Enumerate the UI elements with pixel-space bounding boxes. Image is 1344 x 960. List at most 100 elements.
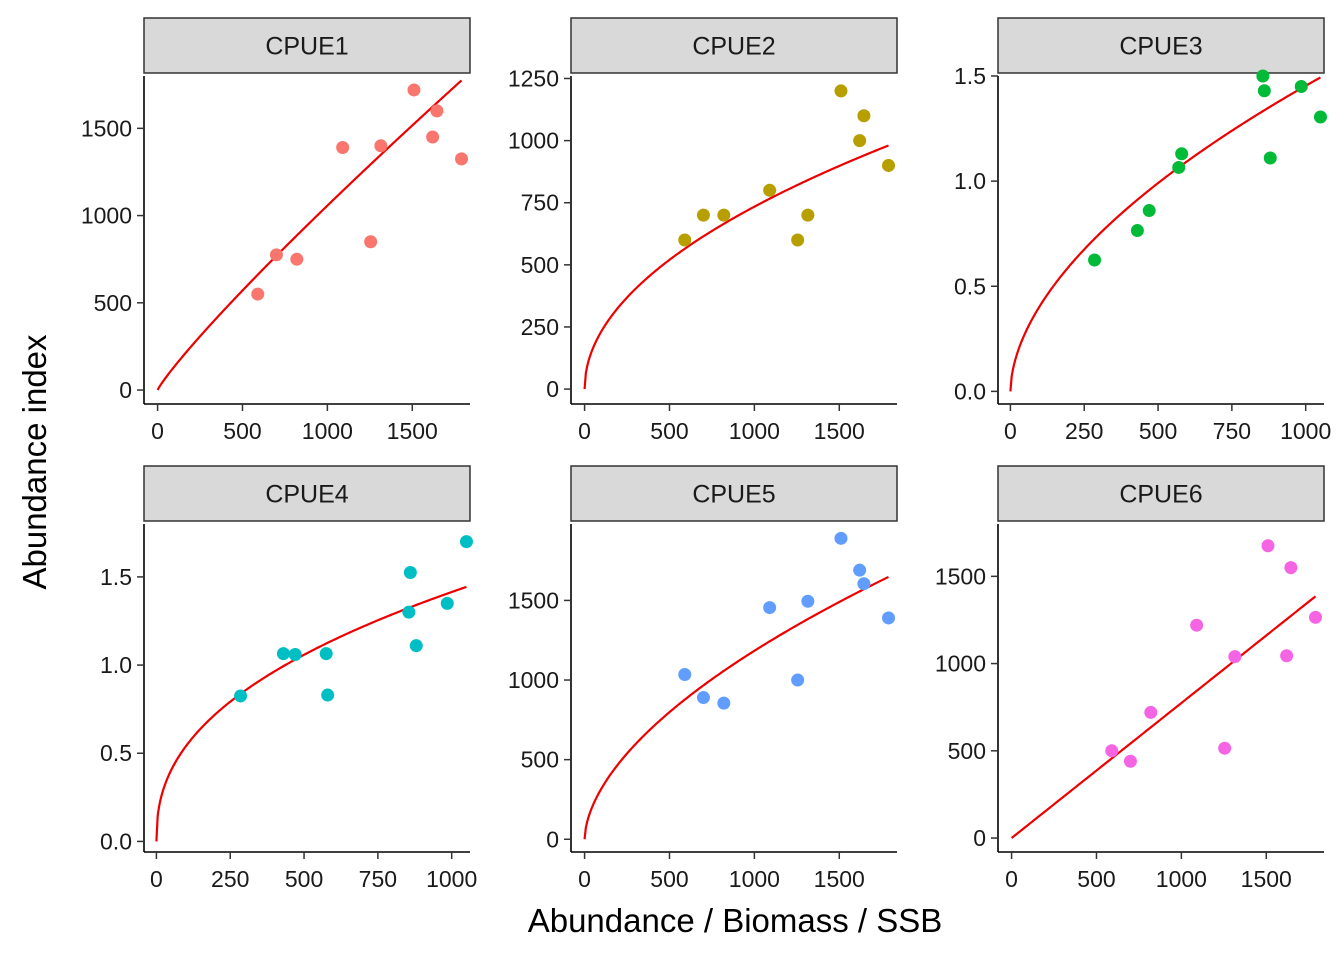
x-tick-label-cpue1: 0: [151, 418, 164, 444]
y-tick-label-cpue2: 250: [521, 314, 559, 340]
data-point-cpue1-8: [426, 130, 440, 144]
y-tick-label-cpue5: 0: [546, 826, 559, 852]
y-tick-label-cpue5: 1500: [508, 587, 559, 613]
data-point-cpue3-1: [1088, 253, 1102, 267]
x-tick-label-cpue2: 0: [578, 418, 591, 444]
fit-line-cpue5: [583, 575, 889, 840]
data-point-cpue2-7: [834, 84, 848, 98]
data-point-cpue5-6: [801, 594, 815, 608]
data-point-cpue4-5: [321, 688, 335, 702]
fit-line-cpue6: [1010, 595, 1317, 839]
facet-panels: CPUE1 0 500 1000 1500 0 500 1000 1500 CPUE2 0 500 10…: [81, 17, 1331, 892]
y-tick-label-cpue6: 500: [948, 738, 986, 764]
data-point-cpue3-2: [1130, 224, 1144, 238]
strip-cpue3: [997, 17, 1325, 74]
data-point-cpue4-3: [288, 647, 302, 661]
y-tick-label-cpue1: 1500: [81, 115, 132, 141]
x-tick-label-cpue4: 750: [359, 866, 397, 892]
x-tick-label-cpue1: 1500: [387, 418, 438, 444]
y-tick-label-cpue2: 1000: [508, 128, 559, 154]
data-point-cpue6-5: [1218, 741, 1232, 755]
data-point-cpue2-10: [882, 158, 896, 172]
x-tick-label-cpue1: 1000: [302, 418, 353, 444]
fit-line-cpue4: [155, 585, 467, 842]
strip-label-cpue5: CPUE5: [692, 481, 775, 509]
data-point-cpue2-1: [678, 233, 692, 247]
data-point-cpue4-1: [234, 689, 248, 703]
data-point-cpue3-10: [1313, 110, 1327, 124]
data-point-cpue1-10: [455, 152, 469, 166]
data-point-cpue4-10: [459, 535, 473, 549]
y-tick-label-cpue4: 1.0: [100, 652, 132, 678]
x-tick-label-cpue6: 1500: [1241, 866, 1292, 892]
data-point-cpue4-4: [319, 647, 333, 661]
panel-cpue4: CPUE4 0 250 500 750 1000 0.0 0.5 1.0 1.5: [100, 465, 477, 892]
x-tick-label-cpue3: 0: [1004, 418, 1017, 444]
x-tick-label-cpue6: 0: [1005, 866, 1018, 892]
data-point-cpue3-7: [1257, 84, 1271, 98]
data-point-cpue1-3: [290, 252, 304, 266]
data-point-cpue4-2: [276, 647, 290, 661]
x-tick-label-cpue3: 250: [1065, 418, 1103, 444]
data-point-cpue5-9: [857, 577, 871, 591]
y-tick-label-cpue2: 750: [521, 190, 559, 216]
y-tick-label-cpue3: 0.5: [954, 273, 986, 299]
strip-label-cpue3: CPUE3: [1119, 33, 1202, 61]
strip-label-cpue6: CPUE6: [1119, 481, 1202, 509]
data-point-cpue5-2: [696, 691, 710, 705]
panel-cpue2: CPUE2 0 500 1000 1500 0 250 500 750 1000 1250: [508, 17, 898, 444]
data-point-cpue4-9: [440, 596, 454, 610]
y-tick-label-cpue1: 0: [119, 377, 132, 403]
fit-line-cpue1: [156, 79, 463, 391]
x-tick-label-cpue6: 1000: [1156, 866, 1207, 892]
data-point-cpue3-4: [1172, 160, 1186, 174]
fit-line-cpue3: [1009, 76, 1321, 392]
y-tick-label-cpue3: 1.5: [954, 63, 986, 89]
data-point-cpue2-9: [857, 109, 871, 123]
x-tick-label-cpue4: 250: [211, 866, 249, 892]
data-point-cpue6-2: [1123, 754, 1137, 768]
panel-cpue6: CPUE6 0 500 1000 1500 0 500 1000 1500: [935, 465, 1325, 892]
data-point-cpue3-5: [1175, 147, 1189, 161]
x-tick-label-cpue5: 0: [578, 866, 591, 892]
y-tick-label-cpue3: 1.0: [954, 168, 986, 194]
data-point-cpue6-6: [1228, 650, 1242, 664]
y-tick-label-cpue1: 1000: [81, 203, 132, 229]
x-tick-label-cpue2: 1000: [729, 418, 780, 444]
x-tick-label-cpue5: 1000: [729, 866, 780, 892]
y-tick-label-cpue1: 500: [94, 290, 132, 316]
data-point-cpue1-2: [269, 248, 283, 262]
data-point-cpue1-9: [430, 104, 444, 118]
y-tick-label-cpue6: 1000: [935, 651, 986, 677]
data-point-cpue3-8: [1263, 151, 1277, 165]
data-point-cpue4-7: [403, 565, 417, 579]
data-point-cpue6-7: [1261, 539, 1275, 553]
data-point-cpue1-5: [364, 235, 378, 249]
data-point-cpue3-9: [1294, 80, 1308, 94]
y-tick-label-cpue4: 0.5: [100, 740, 132, 766]
data-point-cpue2-2: [696, 208, 710, 222]
data-point-cpue2-4: [763, 183, 777, 197]
y-tick-label-cpue3: 0.0: [954, 378, 986, 404]
x-tick-label-cpue4: 1000: [426, 866, 477, 892]
y-tick-label-cpue5: 500: [521, 747, 559, 773]
data-point-cpue3-3: [1142, 204, 1156, 218]
y-tick-label-cpue2: 1250: [508, 65, 559, 91]
data-point-cpue6-1: [1105, 744, 1119, 758]
data-point-cpue2-6: [801, 208, 815, 222]
x-tick-label-cpue4: 500: [285, 866, 323, 892]
y-tick-label-cpue5: 1000: [508, 667, 559, 693]
x-tick-label-cpue5: 1500: [814, 866, 865, 892]
y-axis-title: Abundance index: [16, 334, 53, 590]
x-axis-title: Abundance / Biomass / SSB: [528, 902, 943, 939]
data-point-cpue4-6: [402, 605, 416, 619]
strip-label-cpue1: CPUE1: [265, 33, 348, 61]
x-tick-label-cpue1: 500: [223, 418, 261, 444]
data-point-cpue5-4: [763, 601, 777, 615]
strip-cpue2: [570, 17, 898, 74]
data-point-cpue6-8: [1280, 649, 1294, 663]
data-point-cpue5-1: [678, 667, 692, 681]
strip-cpue1: [143, 17, 471, 74]
panel-cpue5: CPUE5 0 500 1000 1500 0 500 1000 1500: [508, 465, 898, 892]
